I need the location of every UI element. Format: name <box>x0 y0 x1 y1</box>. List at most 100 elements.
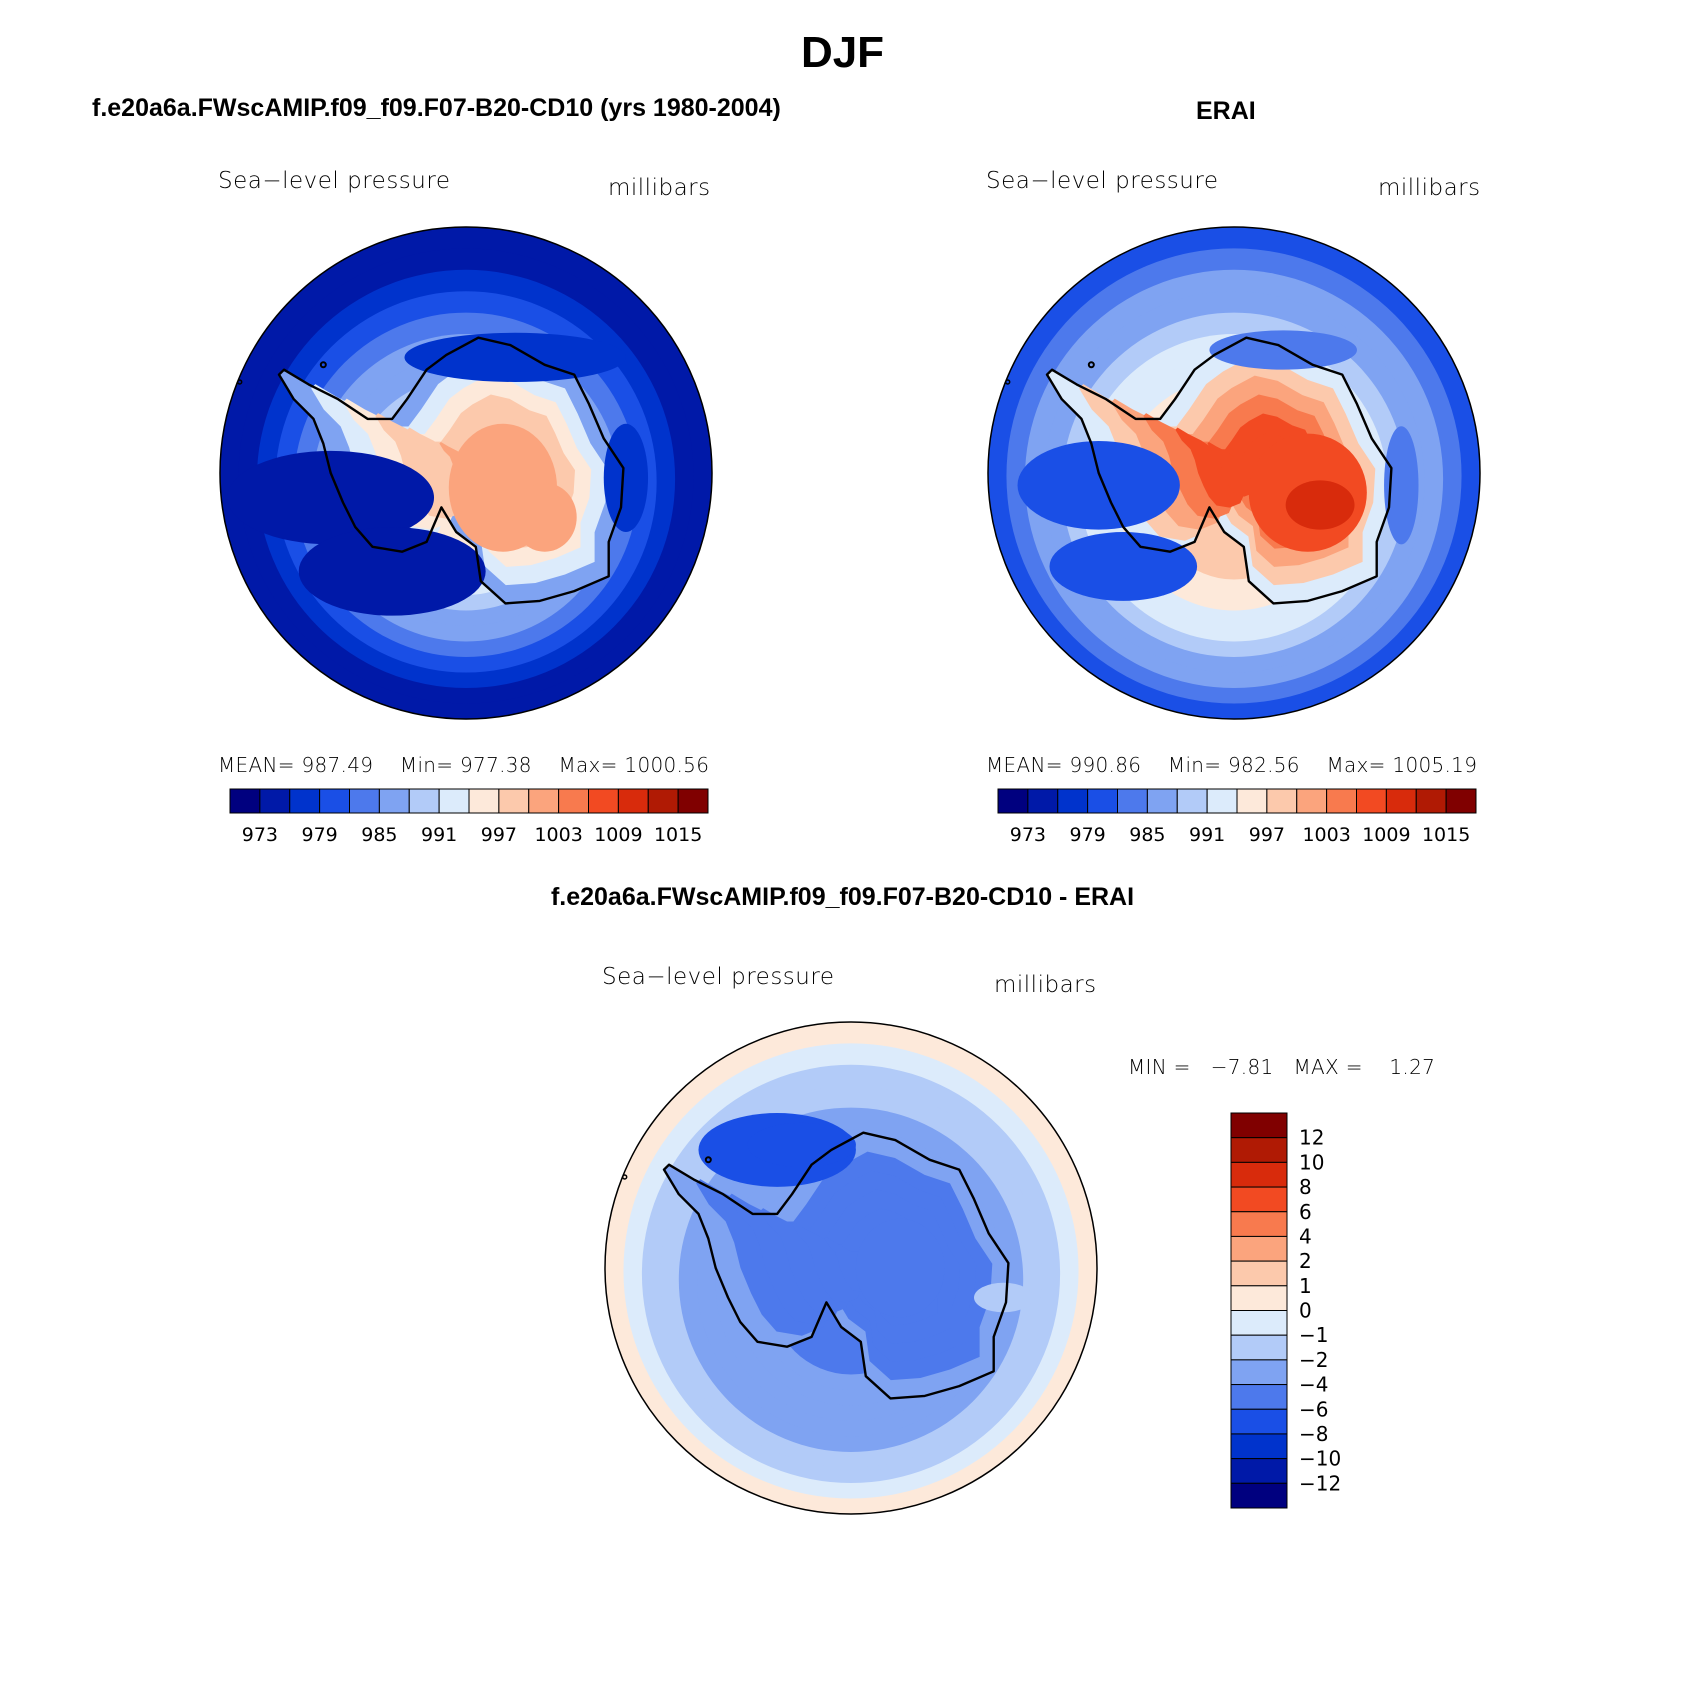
colorbar-swatch <box>1146 788 1178 814</box>
colorbar-swatch <box>1230 1458 1288 1484</box>
high-pressure-center <box>1285 480 1355 530</box>
colorbar-tick-label: 1015 <box>1422 824 1470 846</box>
diff-panel-title: f.e20a6a.FWscAMIP.f09_f09.F07-B20-CD10 -… <box>550 883 1135 911</box>
colorbar-swatch <box>229 788 261 814</box>
colorbar-tick-label: 1003 <box>534 824 582 846</box>
map-field-0 <box>220 227 712 719</box>
colorbar-swatch <box>1296 788 1328 814</box>
colorbar-tick-label: 985 <box>361 824 397 846</box>
colorbar-tick-label: −4 <box>1299 1373 1328 1397</box>
colorbar-tick-label: 979 <box>301 824 337 846</box>
colorbar-tick-label: 973 <box>1010 824 1046 846</box>
obs-max-label: Max= <box>1326 753 1386 777</box>
colorbar-tick-label: 2 <box>1299 1249 1312 1273</box>
high-pressure-center <box>974 1282 1034 1313</box>
obs-panel-title: ERAI <box>1196 97 1256 125</box>
colorbar-tick-label: 6 <box>1299 1200 1312 1224</box>
colorbar-swatch <box>1236 788 1268 814</box>
globe-outline <box>604 1021 1098 1515</box>
figure-title: DJF <box>800 28 885 77</box>
map-field-1 <box>988 227 1480 719</box>
colorbar-swatch <box>259 788 291 814</box>
colorbar-swatch <box>1230 1137 1288 1163</box>
antarctica-coastline <box>1045 336 1393 605</box>
low-pressure-center <box>227 450 435 545</box>
colorbar-swatch <box>1230 1186 1288 1213</box>
high-pressure-center <box>512 482 577 552</box>
colorbar-tick-label: −2 <box>1299 1348 1328 1372</box>
colorbar-swatch <box>468 788 500 814</box>
obs-mean-label: MEAN= <box>986 753 1063 777</box>
low-pressure-center <box>404 332 626 382</box>
colorbar-swatch <box>1206 788 1238 814</box>
colorbar-swatch <box>1326 788 1357 814</box>
island <box>1087 361 1095 369</box>
colorbar-tick-label: 10 <box>1299 1150 1324 1174</box>
colorbar-tick-label: 985 <box>1129 824 1165 846</box>
globe-outline <box>987 226 1481 720</box>
globe-outline <box>219 226 713 720</box>
obs-min-value: 982.56 <box>1228 753 1300 777</box>
diff-min-value: −7.81 <box>1210 1055 1274 1079</box>
polar-map-0 <box>219 226 713 720</box>
obs-units-label: millibars <box>1378 175 1481 201</box>
colorbar-0: 973 979 985 991 997 1003 1009 1015 <box>229 788 709 846</box>
colorbar-swatch <box>1230 1211 1288 1237</box>
model-mean-value: 987.49 <box>301 753 374 777</box>
low-pressure-center <box>1049 532 1198 601</box>
colorbar-swatch <box>1230 1112 1288 1139</box>
colorbar-swatch <box>997 788 1029 814</box>
colorbar-swatch <box>349 788 380 814</box>
obs-min-label: Min= <box>1167 753 1222 777</box>
colorbar-swatch <box>528 788 560 814</box>
obs-max-value: 1005.19 <box>1392 753 1478 777</box>
colorbar-swatch <box>1230 1161 1288 1188</box>
colorbar-swatch <box>1230 1334 1288 1361</box>
colorbar-tick-label: 991 <box>1189 824 1225 846</box>
colorbar-swatch <box>378 788 410 814</box>
low-pressure-center <box>298 527 486 616</box>
colorbar-swatch <box>1445 788 1477 814</box>
colorbar-swatch <box>1176 788 1208 814</box>
colorbar-tick-label: 1015 <box>654 824 702 846</box>
colorbar-swatch <box>1230 1408 1288 1435</box>
colorbar-swatch <box>498 788 530 814</box>
colorbar-swatch <box>1356 788 1387 814</box>
antarctica-coastline <box>277 336 625 605</box>
colorbar-swatch <box>1057 788 1089 814</box>
colorbar-tick-label: 1 <box>1299 1274 1312 1298</box>
colorbar-swatch <box>1230 1285 1288 1311</box>
colorbar-swatch <box>1230 1235 1288 1262</box>
colorbar-tick-label: −10 <box>1299 1447 1341 1471</box>
model-min-value: 977.38 <box>460 753 532 777</box>
colorbar-swatch <box>1230 1359 1288 1386</box>
diff-variable-label: Sea−level pressure <box>602 964 835 990</box>
colorbar-tick-label: 1003 <box>1302 824 1350 846</box>
colorbar-swatch <box>588 788 619 814</box>
model-max-value: 1000.56 <box>624 753 710 777</box>
colorbar-tick-label: 8 <box>1299 1175 1312 1199</box>
diff-min-label: MIN = <box>1128 1055 1191 1079</box>
colorbar-swatch <box>1087 788 1118 814</box>
colorbar-swatch <box>1415 788 1447 814</box>
colorbar-tick-label: 12 <box>1299 1126 1324 1150</box>
model-variable-label: Sea−level pressure <box>218 168 451 194</box>
colorbar-tick-label: 0 <box>1299 1299 1312 1323</box>
island <box>704 1156 712 1164</box>
colorbar-tick-label: 997 <box>1249 824 1285 846</box>
colorbar-swatch <box>647 788 679 814</box>
colorbar-swatch <box>558 788 589 814</box>
diff-stats: MIN = −7.81 MAX = 1.27 <box>1128 1055 1435 1079</box>
colorbar-swatch <box>1230 1310 1288 1336</box>
map-field-2 <box>605 1022 1097 1514</box>
colorbar-1: 973 979 985 991 997 1003 1009 1015 <box>997 788 1477 846</box>
obs-mean-value: 990.86 <box>1069 753 1142 777</box>
colorbar-tick-label: −12 <box>1299 1471 1341 1495</box>
diff-max-label: MAX = <box>1293 1055 1363 1079</box>
colorbar-tick-label: −1 <box>1299 1323 1328 1347</box>
colorbar-swatch <box>438 788 470 814</box>
obs-stats: MEAN= 990.86 Min= 982.56 Max= 1005.19 <box>986 753 1477 777</box>
model-min-label: Min= <box>399 753 454 777</box>
